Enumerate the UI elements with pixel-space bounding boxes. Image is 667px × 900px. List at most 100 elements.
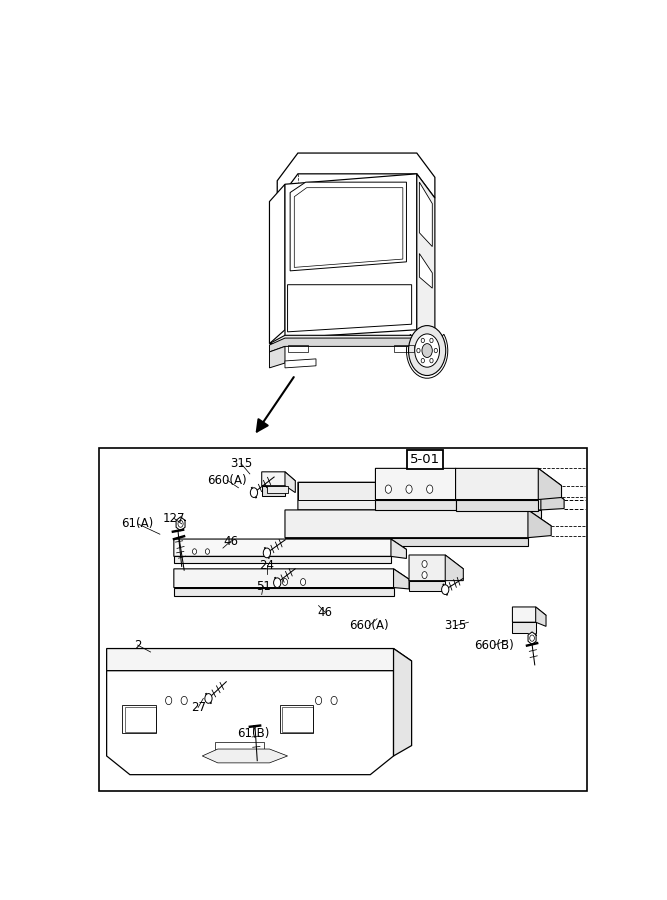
Polygon shape xyxy=(174,588,394,596)
Polygon shape xyxy=(287,284,412,332)
Bar xyxy=(280,706,313,734)
Polygon shape xyxy=(538,468,562,500)
Circle shape xyxy=(263,548,271,558)
Circle shape xyxy=(250,488,257,498)
Polygon shape xyxy=(456,468,479,500)
Bar xyxy=(122,706,156,734)
Bar xyxy=(394,345,414,352)
Circle shape xyxy=(430,338,433,343)
Polygon shape xyxy=(409,580,446,591)
Circle shape xyxy=(315,697,321,705)
Circle shape xyxy=(427,485,433,493)
Polygon shape xyxy=(290,182,406,271)
Polygon shape xyxy=(202,749,287,763)
Circle shape xyxy=(421,338,424,343)
Circle shape xyxy=(408,326,446,375)
Polygon shape xyxy=(456,468,562,500)
Polygon shape xyxy=(512,622,536,633)
Circle shape xyxy=(530,635,534,642)
Circle shape xyxy=(300,579,305,586)
Text: 660(A): 660(A) xyxy=(350,619,389,632)
Text: 46: 46 xyxy=(317,606,333,619)
Polygon shape xyxy=(420,182,432,247)
Polygon shape xyxy=(285,359,316,368)
Text: 315: 315 xyxy=(444,619,467,632)
Polygon shape xyxy=(285,537,528,546)
Polygon shape xyxy=(409,555,464,580)
Polygon shape xyxy=(446,555,464,580)
Polygon shape xyxy=(174,569,409,588)
Polygon shape xyxy=(174,539,406,556)
Bar xyxy=(125,706,156,732)
Polygon shape xyxy=(376,468,479,500)
Text: 315: 315 xyxy=(230,457,252,470)
Circle shape xyxy=(415,334,440,367)
Text: 61(A): 61(A) xyxy=(121,518,154,530)
Circle shape xyxy=(422,561,427,568)
Circle shape xyxy=(422,344,432,357)
Circle shape xyxy=(386,485,392,493)
Text: 5-01: 5-01 xyxy=(410,453,440,466)
Polygon shape xyxy=(394,569,409,589)
Polygon shape xyxy=(267,486,287,492)
Polygon shape xyxy=(298,482,564,510)
Text: 2: 2 xyxy=(134,639,141,652)
Polygon shape xyxy=(528,510,551,537)
Polygon shape xyxy=(406,334,448,378)
Polygon shape xyxy=(269,346,285,368)
Polygon shape xyxy=(277,153,435,202)
Circle shape xyxy=(205,549,209,554)
Text: 61(B): 61(B) xyxy=(237,726,269,740)
Polygon shape xyxy=(261,472,295,486)
Circle shape xyxy=(344,295,356,311)
Bar xyxy=(99,447,588,790)
Circle shape xyxy=(430,358,433,363)
Circle shape xyxy=(434,348,438,353)
Bar xyxy=(215,742,264,760)
Polygon shape xyxy=(298,510,541,518)
Polygon shape xyxy=(107,670,394,775)
Polygon shape xyxy=(285,174,417,338)
Polygon shape xyxy=(541,482,564,510)
Circle shape xyxy=(406,485,412,493)
Polygon shape xyxy=(417,174,435,344)
Circle shape xyxy=(205,694,212,703)
Text: 127: 127 xyxy=(163,512,185,525)
Text: 51: 51 xyxy=(256,580,271,593)
Circle shape xyxy=(181,697,187,705)
Polygon shape xyxy=(420,254,432,288)
Text: 24: 24 xyxy=(259,559,274,572)
Polygon shape xyxy=(456,500,538,511)
Text: 660(A): 660(A) xyxy=(207,473,247,487)
Polygon shape xyxy=(269,184,285,344)
Polygon shape xyxy=(528,632,536,644)
Text: 27: 27 xyxy=(191,701,205,714)
Circle shape xyxy=(442,585,449,595)
Polygon shape xyxy=(285,472,295,492)
Circle shape xyxy=(165,697,172,705)
Polygon shape xyxy=(269,336,430,345)
Circle shape xyxy=(417,348,420,353)
Polygon shape xyxy=(394,649,412,756)
Bar xyxy=(282,706,313,732)
Circle shape xyxy=(331,697,338,705)
Polygon shape xyxy=(269,338,429,354)
Text: 660(B): 660(B) xyxy=(474,639,514,652)
Polygon shape xyxy=(261,486,285,496)
Polygon shape xyxy=(298,482,376,500)
Polygon shape xyxy=(285,510,551,537)
Circle shape xyxy=(193,549,197,554)
Polygon shape xyxy=(107,649,412,670)
Circle shape xyxy=(282,579,287,586)
Circle shape xyxy=(178,520,183,527)
Circle shape xyxy=(422,572,427,579)
Polygon shape xyxy=(536,607,546,626)
Polygon shape xyxy=(176,517,185,531)
Polygon shape xyxy=(512,607,546,622)
Polygon shape xyxy=(391,539,406,558)
Polygon shape xyxy=(376,500,456,510)
Circle shape xyxy=(421,358,424,363)
Text: 46: 46 xyxy=(223,535,238,547)
Circle shape xyxy=(273,578,281,588)
Polygon shape xyxy=(174,556,391,563)
